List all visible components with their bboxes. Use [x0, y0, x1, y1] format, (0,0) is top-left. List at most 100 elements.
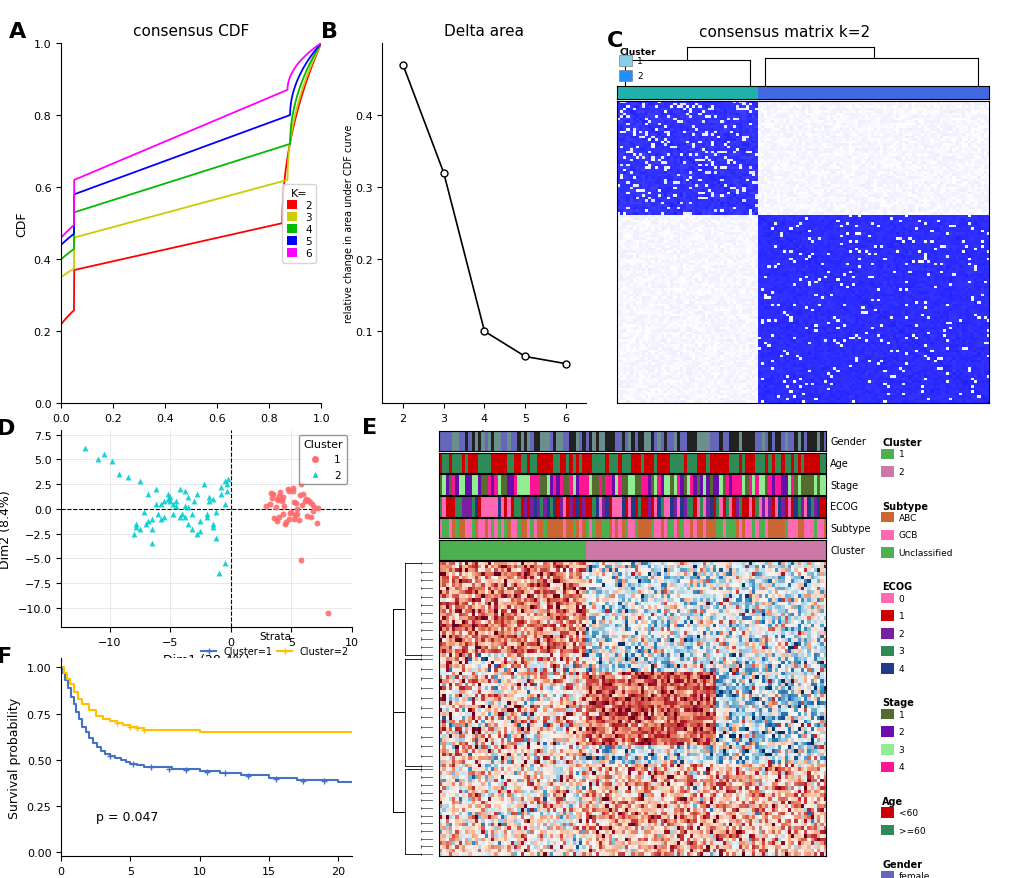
- Point: [136, 505, 152, 519]
- Point: [208, 505, 224, 519]
- Point: [140, 487, 156, 501]
- Cluster=1: [59, 675, 71, 686]
- Point: [193, 514, 209, 528]
- Y-axis label: Survival probability: Survival probability: [8, 697, 21, 817]
- Cluster=1: [345, 777, 358, 788]
- Point: [186, 494, 203, 508]
- Point: [189, 527, 205, 541]
- Text: Gender: Gender: [881, 860, 921, 869]
- Point: [280, 485, 297, 499]
- Text: consensus matrix k=2: consensus matrix k=2: [698, 25, 869, 40]
- Line: Cluster=1: Cluster=1: [61, 668, 352, 782]
- Text: 1: 1: [898, 611, 904, 621]
- Point: [210, 566, 226, 580]
- Cluster=2: [83, 705, 95, 716]
- Cluster=1: [234, 769, 247, 780]
- Point: [156, 510, 172, 524]
- Cluster=1: [99, 749, 111, 759]
- Point: [168, 494, 184, 508]
- Point: [104, 455, 120, 469]
- Cluster=2: [71, 694, 84, 704]
- Title: consensus CDF: consensus CDF: [133, 24, 249, 39]
- Point: [111, 468, 127, 482]
- Title: Delta area: Delta area: [444, 24, 524, 39]
- Point: [213, 480, 229, 494]
- Point: [216, 497, 232, 511]
- Point: [144, 512, 160, 526]
- Cluster=1: [120, 757, 132, 767]
- Point: [174, 507, 191, 522]
- Point: [289, 502, 306, 516]
- Point: [96, 448, 112, 462]
- Text: Stage: Stage: [829, 480, 857, 490]
- Cluster=1: [67, 700, 79, 710]
- Point: [171, 510, 187, 524]
- Text: B: B: [321, 22, 338, 42]
- Point: [310, 501, 326, 515]
- Point: [268, 493, 284, 507]
- Point: [274, 507, 290, 522]
- Point: [216, 474, 232, 488]
- Point: [298, 493, 314, 507]
- Text: Stage: Stage: [881, 698, 913, 708]
- X-axis label: k: k: [480, 429, 488, 443]
- Point: [303, 510, 319, 524]
- Point: [219, 478, 235, 492]
- Y-axis label: CDF: CDF: [15, 211, 29, 237]
- Point: [150, 507, 166, 522]
- Point: [196, 478, 212, 492]
- Point: [176, 500, 193, 514]
- Point: [213, 487, 229, 501]
- Text: Gender: Gender: [829, 436, 865, 447]
- Point: [291, 488, 308, 502]
- Cluster=1: [263, 774, 275, 784]
- Point: [164, 497, 180, 511]
- Text: C: C: [606, 31, 623, 51]
- Cluster=2: [345, 727, 358, 738]
- Point: [144, 522, 160, 536]
- Cluster=1: [152, 762, 164, 773]
- Cluster=1: [109, 753, 121, 764]
- Cluster=1: [131, 760, 144, 771]
- Point: [261, 497, 277, 511]
- Text: Subtype: Subtype: [829, 523, 870, 534]
- Cluster=2: [90, 710, 102, 721]
- Text: ABC: ABC: [898, 513, 916, 522]
- Cluster=1: [331, 777, 343, 788]
- Point: [159, 487, 175, 501]
- Cluster=2: [166, 725, 178, 736]
- Point: [198, 510, 214, 524]
- Point: [293, 498, 310, 512]
- Point: [204, 517, 220, 531]
- Point: [285, 495, 302, 509]
- Point: [193, 524, 209, 538]
- Point: [128, 520, 145, 534]
- Text: 2: 2: [636, 72, 642, 81]
- Point: [152, 512, 168, 526]
- Cluster=1: [73, 714, 86, 724]
- Cluster=2: [263, 727, 275, 738]
- Point: [281, 506, 298, 520]
- Cluster=1: [114, 755, 126, 766]
- Cluster=2: [75, 700, 88, 710]
- Point: [77, 441, 94, 455]
- Text: Age: Age: [881, 796, 903, 806]
- Point: [284, 485, 301, 499]
- Point: [267, 500, 283, 515]
- Point: [90, 453, 106, 467]
- Point: [297, 494, 313, 508]
- Point: [164, 507, 180, 522]
- Text: 3: 3: [898, 745, 904, 754]
- Point: [180, 500, 197, 515]
- Point: [183, 522, 200, 536]
- Point: [201, 494, 217, 508]
- Text: p = 0.047: p = 0.047: [96, 810, 158, 824]
- Cluster=1: [83, 732, 95, 743]
- Bar: [619, 56, 632, 67]
- Text: GCB: GCB: [898, 530, 917, 540]
- Text: 4: 4: [898, 664, 904, 673]
- Point: [299, 509, 315, 523]
- Point: [180, 517, 197, 531]
- Point: [219, 485, 235, 499]
- Cluster=2: [131, 723, 144, 734]
